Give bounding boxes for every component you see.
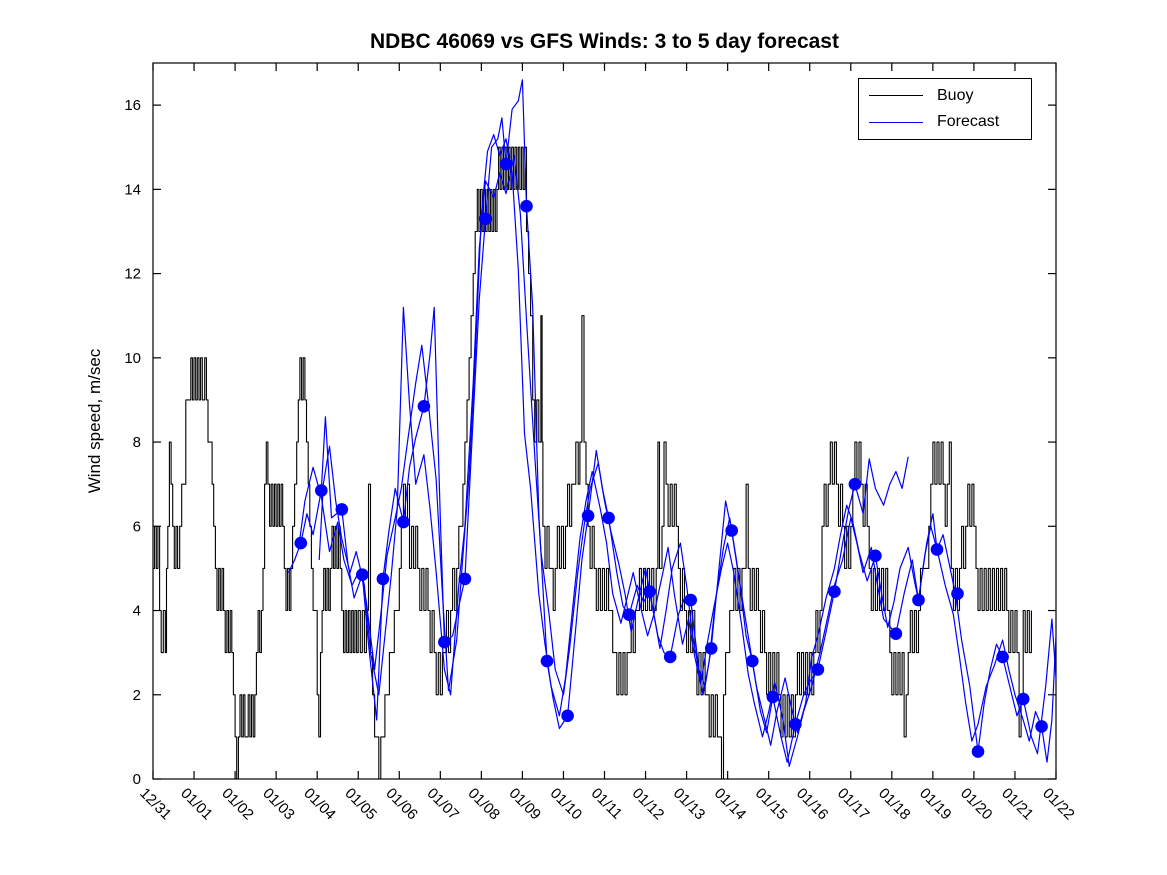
forecast-marker xyxy=(561,709,574,723)
forecast-marker xyxy=(581,509,595,523)
forecast-marker xyxy=(704,642,718,655)
y-tick-label: 14 xyxy=(124,181,141,198)
legend: Buoy Forecast xyxy=(858,78,1032,140)
forecast-line-sample xyxy=(869,121,923,123)
y-tick-label: 10 xyxy=(124,350,141,367)
y-tick-label: 0 xyxy=(133,771,141,788)
x-tick-label: 01/14 xyxy=(711,785,750,824)
x-tick-label: 01/05 xyxy=(341,785,380,824)
forecast-series-3 xyxy=(318,155,1057,767)
y-tick-label: 12 xyxy=(124,266,141,283)
forecast-marker xyxy=(766,690,780,704)
y-tick-label: 16 xyxy=(124,97,141,114)
forecast-marker xyxy=(889,627,903,640)
forecast-marker xyxy=(499,157,513,171)
x-tick-label: 01/15 xyxy=(752,785,791,824)
forecast-marker xyxy=(479,212,492,226)
x-tick-label: 01/10 xyxy=(547,785,586,824)
forecast-marker xyxy=(663,650,677,664)
forecast-marker xyxy=(315,484,328,497)
y-tick-label: 6 xyxy=(133,518,141,535)
forecast-marker xyxy=(951,587,964,600)
forecast-marker xyxy=(356,568,369,581)
legend-label-buoy: Buoy xyxy=(937,86,974,104)
buoy-line-sample xyxy=(869,95,923,97)
x-tick-label: 01/19 xyxy=(916,785,955,824)
legend-entry-buoy: Buoy xyxy=(869,84,1021,108)
forecast-marker xyxy=(725,524,738,537)
legend-label-forecast: Forecast xyxy=(937,113,1000,131)
x-tick-label: 01/21 xyxy=(998,785,1037,824)
x-tick-label: 01/03 xyxy=(259,785,298,824)
forecast-series-2 xyxy=(298,134,1057,755)
x-tick-label: 12/31 xyxy=(136,785,175,824)
forecast-marker xyxy=(1035,720,1048,733)
forecast-marker xyxy=(996,650,1009,664)
chart-title: NDBC 46069 vs GFS Winds: 3 to 5 day fore… xyxy=(370,30,839,53)
x-tick-label: 01/22 xyxy=(1039,785,1078,824)
x-tick-label: 01/13 xyxy=(670,785,709,824)
x-tick-label: 01/18 xyxy=(875,785,914,824)
forecast-series-1 xyxy=(287,79,909,763)
forecast-marker xyxy=(811,663,825,676)
y-tick-label: 8 xyxy=(133,434,141,451)
forecast-marker xyxy=(438,635,451,649)
forecast-marker xyxy=(1016,692,1030,706)
forecast-marker xyxy=(294,536,308,550)
forecast-marker xyxy=(335,503,349,516)
x-tick-label: 01/12 xyxy=(629,785,668,824)
forecast-marker xyxy=(828,585,841,598)
x-tick-label: 01/16 xyxy=(793,785,832,824)
forecast-marker xyxy=(930,543,944,556)
forecast-marker xyxy=(417,400,431,413)
x-tick-label: 01/20 xyxy=(957,785,996,824)
x-tick-label: 01/02 xyxy=(218,785,257,824)
forecast-marker xyxy=(971,745,985,758)
x-tick-label: 01/17 xyxy=(834,785,873,824)
x-tick-label: 01/08 xyxy=(465,785,504,824)
forecast-marker xyxy=(789,717,802,731)
forecast-marker xyxy=(397,515,410,529)
buoy-series xyxy=(153,146,1032,780)
series-layer xyxy=(153,79,1057,780)
x-tick-label: 01/06 xyxy=(382,785,421,824)
x-tick-label: 01/11 xyxy=(588,785,626,823)
forecast-marker xyxy=(684,593,697,607)
y-tick-label: 4 xyxy=(133,603,141,620)
forecast-marker xyxy=(746,654,759,668)
x-tick-label: 01/01 xyxy=(177,785,216,824)
y-axis: 0 2 4 6 8 10 12 14 16 xyxy=(124,97,1056,788)
plot-border xyxy=(152,62,1057,780)
forecast-marker xyxy=(622,608,636,621)
x-tick-label: 01/07 xyxy=(423,785,462,824)
forecast-marker xyxy=(643,585,656,598)
y-tick-label: 2 xyxy=(133,687,141,704)
x-tick-label: 01/09 xyxy=(506,785,545,824)
forecast-marker xyxy=(912,593,925,607)
forecast-marker xyxy=(458,572,472,586)
x-tick-label: 01/04 xyxy=(300,785,339,824)
forecast-marker xyxy=(848,477,862,491)
forecast-marker xyxy=(520,199,533,213)
forecast-marker xyxy=(376,572,390,586)
forecast-marker xyxy=(540,654,554,668)
forecast-marker xyxy=(602,511,615,525)
forecast-markers xyxy=(294,157,1048,758)
forecast-marker xyxy=(869,549,882,563)
legend-entry-forecast: Forecast xyxy=(869,110,1021,134)
